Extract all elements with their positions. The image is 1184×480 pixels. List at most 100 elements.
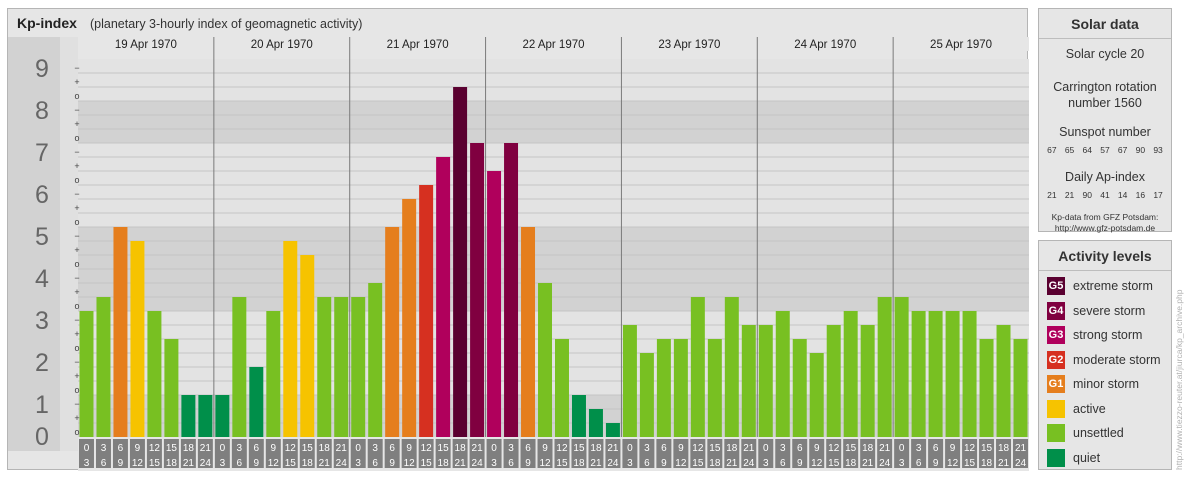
legend-swatch: G1 <box>1047 375 1065 393</box>
interval-end-label: 18 <box>438 458 450 469</box>
y-sub-mark: o <box>74 91 79 101</box>
interval-start-label: 15 <box>302 443 314 454</box>
kp-bar <box>894 297 909 437</box>
kp-bar <box>147 311 162 437</box>
y-sub-mark: − <box>74 315 79 325</box>
interval-cell <box>469 439 485 468</box>
interval-end-label: 24 <box>607 458 619 469</box>
interval-end-label: 15 <box>828 458 840 469</box>
interval-start-label: 15 <box>845 443 857 454</box>
y-sub-mark: o <box>74 133 79 143</box>
legend-item: G2 moderate storm <box>1039 349 1171 374</box>
interval-end-label: 6 <box>916 458 922 469</box>
interval-cell <box>316 439 332 468</box>
kp-bar <box>860 324 875 437</box>
day-label: 19 Apr 1970 <box>115 39 177 51</box>
sunspot-value: 65 <box>1064 145 1075 155</box>
interval-cell <box>486 439 502 468</box>
kp-bar <box>928 311 943 437</box>
interval-end-label: 21 <box>183 458 195 469</box>
y-sub-mark: + <box>74 371 79 381</box>
level-band <box>78 59 1029 101</box>
interval-end-label: 3 <box>491 458 497 469</box>
legend-item: active <box>1039 398 1171 423</box>
interval-end-label: 15 <box>285 458 297 469</box>
legend-swatch <box>1047 399 1065 418</box>
interval-cell <box>758 439 774 468</box>
interval-start-label: 21 <box>472 443 484 454</box>
legend-swatch <box>1047 448 1065 467</box>
kp-bar <box>826 324 841 437</box>
interval-cell <box>673 439 689 468</box>
interval-cell <box>537 439 553 468</box>
interval-cell <box>894 439 910 468</box>
kp-chart-panel: Kp-index (planetary 3-hourly index of ge… <box>7 8 1029 471</box>
interval-end-label: 15 <box>556 458 568 469</box>
interval-cell <box>112 439 128 468</box>
interval-start-label: 3 <box>101 443 107 454</box>
interval-end-label: 9 <box>661 458 667 469</box>
interval-cell <box>605 439 621 468</box>
interval-end-label: 6 <box>237 458 243 469</box>
kp-bar <box>368 282 383 437</box>
interval-start-label: 0 <box>899 443 905 454</box>
y-tick-label: 6 <box>35 181 49 209</box>
y-sub-mark: + <box>74 245 79 255</box>
kp-bar <box>470 143 485 437</box>
interval-start-label: 9 <box>135 443 141 454</box>
y-sub-mark: + <box>74 287 79 297</box>
y-sub-mark: − <box>74 357 79 367</box>
kp-bar <box>232 297 247 437</box>
interval-end-label: 6 <box>372 458 378 469</box>
kp-bar <box>843 311 858 437</box>
interval-start-label: 21 <box>336 443 348 454</box>
kp-bar <box>436 156 451 437</box>
interval-start-label: 12 <box>556 443 568 454</box>
interval-cell <box>350 439 366 468</box>
interval-cell <box>860 439 876 468</box>
interval-end-label: 3 <box>220 458 226 469</box>
interval-start-label: 18 <box>183 443 195 454</box>
interval-start-label: 0 <box>627 443 633 454</box>
interval-start-label: 6 <box>118 443 124 454</box>
kp-bar <box>996 324 1011 437</box>
legend-label: moderate storm <box>1073 352 1161 367</box>
interval-start-label: 3 <box>916 443 922 454</box>
interval-start-label: 18 <box>455 443 467 454</box>
legend-label: minor storm <box>1073 377 1139 391</box>
kp-bar <box>96 297 111 437</box>
kp-bar <box>945 311 960 437</box>
ap-value: 17 <box>1153 190 1163 200</box>
interval-start-label: 21 <box>743 443 755 454</box>
y-sub-mark: − <box>74 231 79 241</box>
legend-swatch: G2 <box>1047 350 1065 369</box>
interval-start-label: 6 <box>797 443 803 454</box>
interval-end-label: 24 <box>472 458 484 469</box>
ap-value: 21 <box>1047 190 1057 200</box>
kp-bar <box>724 297 739 437</box>
interval-cell <box>690 439 706 468</box>
interval-cell <box>452 439 468 468</box>
y-sub-mark: o <box>74 301 79 311</box>
credit-link[interactable]: http://www.gfz-potsdam.de <box>1054 223 1156 233</box>
interval-cell <box>282 439 298 468</box>
day-header-strip <box>78 37 1029 51</box>
interval-start-label: 3 <box>644 443 650 454</box>
legend-label: unsettled <box>1073 426 1124 440</box>
interval-cell <box>333 439 349 468</box>
legend-swatch: G4 <box>1047 301 1065 320</box>
interval-end-label: 15 <box>149 458 161 469</box>
interval-cell <box>588 439 604 468</box>
kp-bar <box>911 311 926 437</box>
interval-cell <box>214 439 230 468</box>
interval-start-label: 12 <box>421 443 433 454</box>
day-label: 24 Apr 1970 <box>794 39 856 51</box>
ap-value: 21 <box>1064 190 1075 200</box>
y-sub-mark: − <box>74 189 79 199</box>
y-sub-mark: o <box>74 385 79 395</box>
interval-end-label: 18 <box>845 458 857 469</box>
interval-end-label: 21 <box>455 458 467 469</box>
interval-end-label: 12 <box>404 458 416 469</box>
interval-cell <box>996 439 1012 468</box>
y-tick-label: 5 <box>35 223 49 251</box>
